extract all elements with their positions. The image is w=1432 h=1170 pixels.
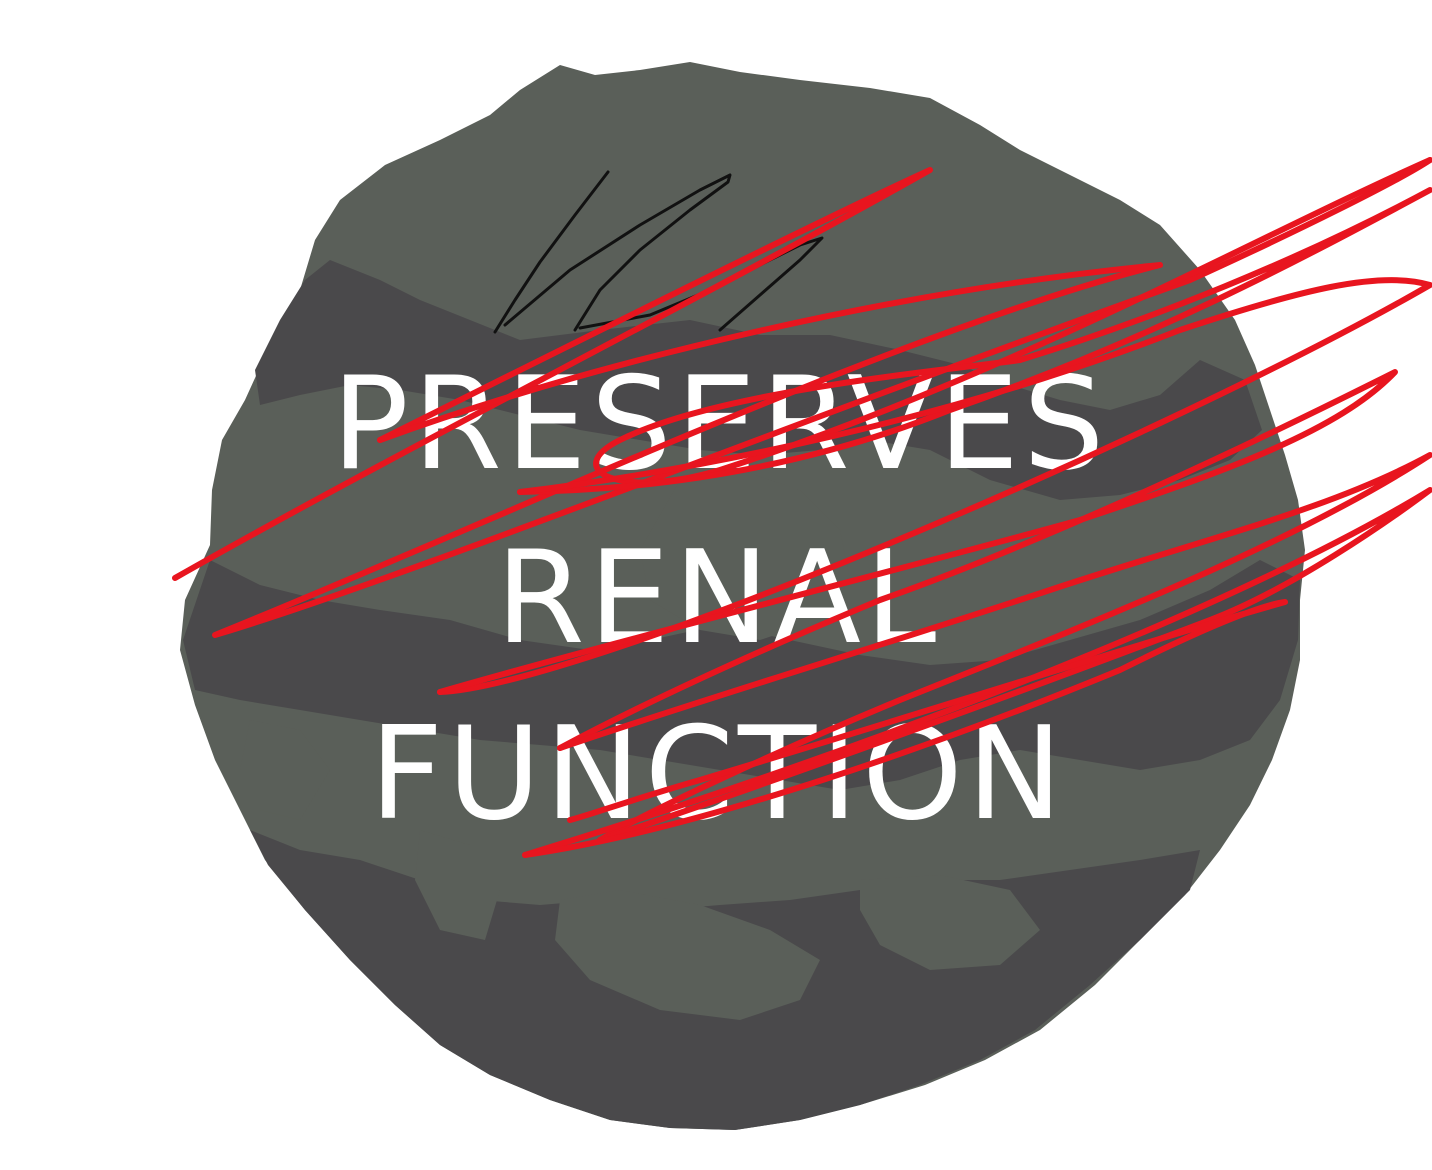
scribble-stroke-2 <box>212 157 1432 638</box>
crack-line-1 <box>493 170 610 334</box>
scribble-stroke-8 <box>522 487 1432 858</box>
stone-band-middle <box>183 560 1300 790</box>
stone-facet-e <box>240 720 330 820</box>
scribble-stroke-7 <box>557 452 1432 843</box>
stone-facet-c <box>860 875 1040 970</box>
crack-line-2 <box>503 173 732 332</box>
scribble-stroke-9 <box>522 599 1288 858</box>
stone-band-upper <box>255 260 1262 500</box>
scribble-stroke-6 <box>437 369 1398 751</box>
stone-facet-b <box>555 890 820 1020</box>
stone-facet-d <box>415 830 500 940</box>
kidney-stone-illustration <box>180 62 1305 1130</box>
scribble-stroke-4 <box>517 187 1432 495</box>
red-scribble-crossout <box>172 157 1432 858</box>
scribble-stroke-1 <box>172 167 933 581</box>
caption-line-2: RENAL <box>496 524 940 673</box>
